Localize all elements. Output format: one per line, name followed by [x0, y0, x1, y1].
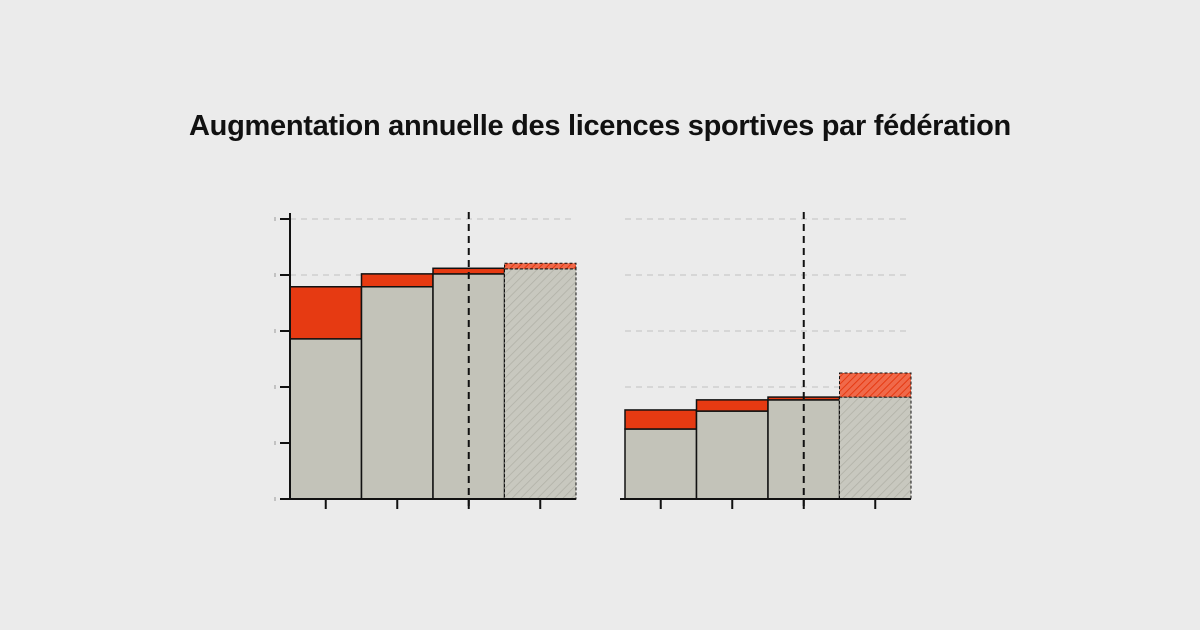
- projected-increase-bar: [839, 372, 912, 398]
- projected-increase-bar: [504, 262, 577, 270]
- projected-base-bar: [839, 396, 912, 500]
- chart-title: Augmentation annuelle des licences sport…: [189, 110, 1011, 142]
- projected-base-bar: [504, 268, 577, 500]
- increase-bar: [695, 399, 769, 412]
- increase-bar: [289, 286, 363, 340]
- base-bar: [695, 410, 769, 500]
- base-bar: [767, 399, 841, 500]
- base-bar: [289, 338, 363, 500]
- base-bar: [624, 428, 698, 500]
- base-bar: [360, 286, 434, 500]
- increase-bar: [624, 409, 698, 430]
- increase-bar: [360, 273, 434, 288]
